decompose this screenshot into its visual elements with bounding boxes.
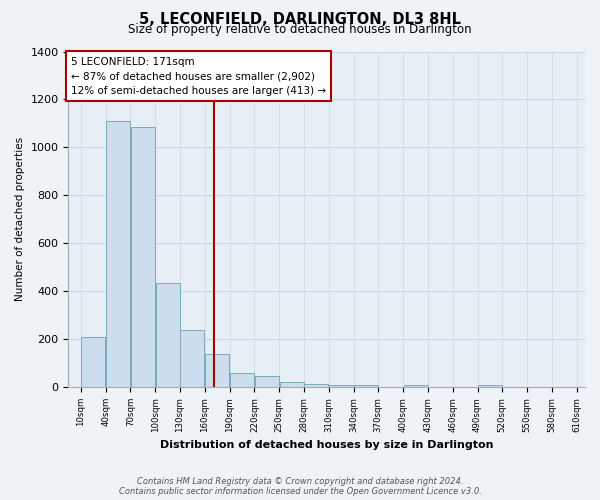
Bar bbox=[131, 127, 155, 387]
Bar bbox=[329, 384, 353, 387]
Bar bbox=[404, 384, 428, 387]
Bar bbox=[478, 384, 502, 387]
X-axis label: Distribution of detached houses by size in Darlington: Distribution of detached houses by size … bbox=[160, 440, 493, 450]
Text: 5, LECONFIELD, DARLINGTON, DL3 8HL: 5, LECONFIELD, DARLINGTON, DL3 8HL bbox=[139, 12, 461, 28]
Bar bbox=[181, 330, 205, 387]
Bar bbox=[106, 121, 130, 387]
Text: 5 LECONFIELD: 171sqm
← 87% of detached houses are smaller (2,902)
12% of semi-de: 5 LECONFIELD: 171sqm ← 87% of detached h… bbox=[71, 56, 326, 96]
Bar bbox=[230, 372, 254, 387]
Y-axis label: Number of detached properties: Number of detached properties bbox=[15, 137, 25, 302]
Text: Contains HM Land Registry data © Crown copyright and database right 2024.
Contai: Contains HM Land Registry data © Crown c… bbox=[119, 476, 481, 496]
Text: Size of property relative to detached houses in Darlington: Size of property relative to detached ho… bbox=[128, 22, 472, 36]
Bar bbox=[255, 376, 279, 387]
Bar bbox=[205, 354, 229, 387]
Bar bbox=[81, 336, 105, 387]
Bar bbox=[354, 384, 378, 387]
Bar bbox=[304, 384, 328, 387]
Bar bbox=[280, 382, 304, 387]
Bar bbox=[155, 283, 179, 387]
